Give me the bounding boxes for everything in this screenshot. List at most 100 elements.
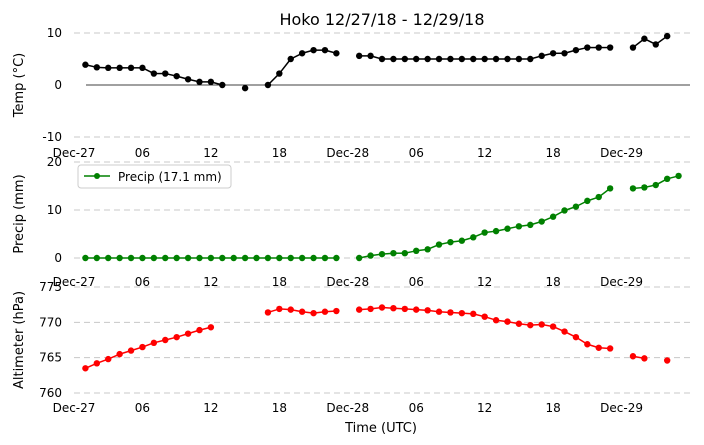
- altimeter-point: [355, 306, 363, 313]
- precip-point: [105, 254, 112, 262]
- altimeter-point: [207, 324, 215, 331]
- temp-point: [447, 55, 454, 63]
- precip-point: [435, 241, 443, 248]
- precip-point: [184, 254, 192, 262]
- altimeter-point: [641, 355, 648, 362]
- precip-point: [298, 254, 306, 262]
- precip-y-tick-label: 20: [47, 155, 62, 169]
- precip-x-tick-label: 06: [409, 275, 424, 289]
- precip-point: [355, 254, 363, 262]
- precip-x-tick-label: 06: [135, 275, 150, 289]
- temp-x-tick-label: 12: [203, 146, 218, 160]
- precip-x-tick-label: 18: [272, 275, 287, 289]
- precip-point: [549, 213, 557, 220]
- temp-point: [458, 55, 466, 63]
- altimeter-x-tick-label: 18: [272, 401, 287, 415]
- altimeter-point: [538, 321, 545, 328]
- altimeter-point: [470, 310, 477, 318]
- precip-point: [584, 197, 591, 205]
- temp-point: [606, 44, 614, 51]
- altimeter-point: [481, 313, 488, 320]
- precip-point: [139, 254, 146, 262]
- precip-point: [492, 227, 500, 235]
- temp-point: [333, 50, 340, 57]
- precip-x-tick-label: 12: [477, 275, 492, 289]
- precip-point: [253, 254, 260, 262]
- temp-point: [413, 55, 420, 63]
- temp-point: [116, 64, 123, 72]
- precip-point: [219, 254, 226, 262]
- temp-point: [629, 44, 637, 51]
- temp-point: [310, 46, 317, 54]
- precip-y-tick-label: 0: [54, 251, 62, 265]
- temp-point: [527, 55, 534, 63]
- precip-point: [458, 237, 466, 244]
- altimeter-point: [150, 339, 158, 347]
- precip-point: [276, 254, 283, 262]
- altimeter-point: [458, 309, 466, 317]
- precip-x-tick-label: Dec-28: [326, 275, 369, 289]
- precip-point: [606, 185, 614, 192]
- precip-point: [196, 254, 203, 262]
- temp-point: [538, 52, 545, 60]
- precip-x-tick-label: 18: [545, 275, 560, 289]
- altimeter-point: [287, 306, 294, 313]
- temp-point: [424, 55, 431, 63]
- temp-y-tick-label: 10: [47, 26, 62, 40]
- altimeter-point: [139, 343, 146, 351]
- temp-point: [82, 61, 89, 68]
- temp-point: [378, 55, 386, 63]
- temp-point: [355, 52, 363, 60]
- temp-point: [367, 52, 374, 60]
- altimeter-point: [378, 304, 386, 311]
- temp-point: [584, 44, 591, 51]
- precip-point: [367, 252, 374, 259]
- precip-point: [413, 247, 420, 254]
- precip-point: [264, 254, 272, 262]
- precip-point: [481, 229, 488, 236]
- temp-point: [561, 50, 568, 57]
- precip-point: [390, 250, 397, 257]
- altimeter-y-tick-label: 775: [39, 280, 62, 294]
- precip-point: [447, 238, 454, 246]
- temp-point: [241, 84, 249, 92]
- temp-y-tick-label: 0: [54, 78, 62, 92]
- temp-point: [504, 55, 511, 63]
- altimeter-point: [424, 307, 431, 314]
- altimeter-point: [105, 355, 112, 363]
- altimeter-point: [413, 306, 420, 313]
- temp-x-tick-label: 12: [477, 146, 492, 160]
- altimeter-point: [561, 328, 568, 335]
- precip-point: [527, 221, 534, 229]
- altimeter-x-tick-label: Dec-27: [53, 401, 96, 415]
- altimeter-x-tick-label: 06: [409, 401, 424, 415]
- legend-box: [77, 164, 232, 189]
- precip-point: [572, 203, 580, 210]
- altimeter-y-tick-label: 770: [39, 315, 62, 329]
- temp-point: [470, 55, 477, 63]
- altimeter-point: [264, 309, 272, 316]
- precip-legend: Precip (17.1 mm): [77, 164, 232, 189]
- altimeter-point: [321, 308, 329, 315]
- temp-point: [184, 76, 192, 83]
- temp-point: [549, 50, 557, 57]
- altimeter-point: [310, 309, 317, 317]
- altimeter-point: [492, 317, 500, 324]
- precip-point: [82, 254, 89, 262]
- precip-point: [424, 246, 431, 253]
- precip-point: [595, 193, 602, 201]
- precip-point: [173, 254, 180, 262]
- precip-point: [629, 185, 637, 192]
- temp-point: [196, 78, 203, 86]
- altimeter-point: [447, 309, 454, 316]
- temp-point: [492, 55, 500, 63]
- temp-point: [401, 55, 409, 63]
- precip-point: [515, 223, 523, 230]
- altimeter-x-tick-label: 06: [135, 401, 150, 415]
- precip-point: [287, 254, 294, 262]
- precip-point: [652, 181, 659, 189]
- precip-point: [401, 250, 409, 257]
- temp-point: [173, 72, 180, 80]
- altimeter-point: [515, 320, 523, 327]
- precip-point: [504, 225, 511, 232]
